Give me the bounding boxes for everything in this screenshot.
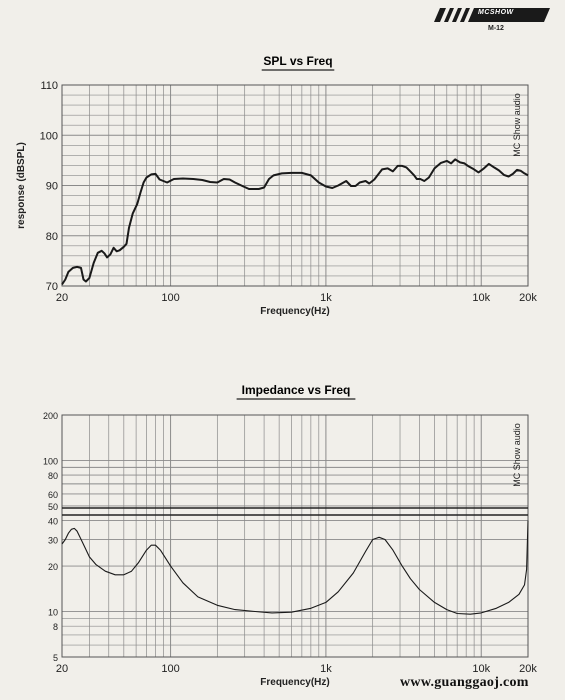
plot-frame [61, 414, 529, 658]
x-axis-label: Frequency(Hz) [260, 677, 329, 688]
y-tick-label: 8 [53, 622, 58, 632]
y-tick-label: 70 [46, 281, 58, 293]
model-number: M-12 [488, 25, 504, 32]
response-curve [61, 158, 529, 286]
impedance-chart: Impedance vs Freq 20 100 1k 10k 20k 5 8 10 20 30 40… [43, 383, 537, 688]
y-tick-label: 10 [48, 608, 58, 618]
y-axis-label: response (dBSPL) [16, 142, 27, 229]
y-tick-label: 5 [53, 653, 58, 663]
watermark-label: MC Show audio [512, 93, 522, 157]
y-tick-label: 110 [40, 80, 58, 92]
y-tick-label: 80 [48, 471, 58, 481]
x-tick-label: 20 [56, 292, 68, 304]
chart-title: Impedance vs Freq [242, 383, 351, 397]
x-tick-label: 20 [56, 663, 68, 675]
y-tick-label: 30 [48, 535, 58, 545]
watermark-label: MC Show audio [512, 423, 522, 487]
y-tick-label: 20 [48, 562, 58, 572]
plot-frame [61, 84, 529, 287]
x-tick-label: 1k [320, 663, 332, 675]
y-tick-label: 40 [48, 517, 58, 527]
brand-stripe-bar [434, 8, 550, 22]
y-tick-label: 200 [43, 411, 58, 421]
plot-grid [61, 84, 529, 287]
y-tick-label: 100 [40, 130, 58, 142]
y-tick-label: 90 [46, 181, 58, 193]
brand-name: MCSHOW [478, 9, 514, 16]
chart-title: SPL vs Freq [263, 54, 332, 68]
footer-url: www.guanggaoj.com [400, 675, 529, 690]
response-curve [61, 520, 529, 615]
x-axis-label: Frequency(Hz) [260, 306, 329, 317]
y-tick-label: 100 [43, 456, 58, 466]
x-tick-label: 100 [161, 292, 179, 304]
x-tick-label: 100 [161, 663, 179, 675]
x-tick-label: 20k [519, 663, 537, 675]
y-tick-label: 50 [48, 502, 58, 512]
x-tick-label: 10k [472, 292, 490, 304]
y-tick-label: 80 [46, 231, 58, 243]
plot-grid [61, 414, 529, 658]
spl-chart: SPL vs Freq 20 100 1k 10k 20k 70 80 90 100 110 Freq… [16, 54, 537, 317]
x-tick-label: 20k [519, 292, 537, 304]
brand-badge: MCSHOW M-12 [432, 8, 550, 34]
x-tick-label: 10k [472, 663, 490, 675]
y-tick-label: 60 [48, 490, 58, 500]
x-tick-label: 1k [320, 292, 332, 304]
